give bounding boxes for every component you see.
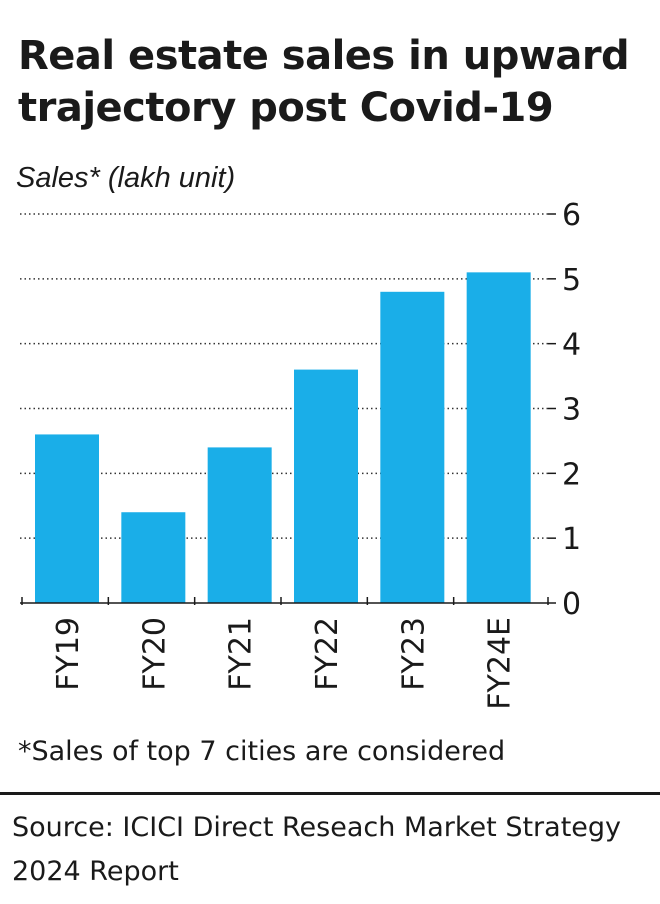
x-tick-label: FY24E (483, 617, 518, 710)
x-tick-label: FY19 (51, 617, 86, 691)
bar-fy19 (35, 434, 99, 603)
y-axis-label: Sales* (lakh unit) (16, 162, 236, 194)
x-tick-label: FY22 (310, 617, 345, 691)
y-tick-label: 5 (562, 263, 581, 298)
bar-fy24e (466, 272, 531, 603)
bar-chart: 0 1 2 3 4 5 6 FY19 FY20 FY21 FY22 FY23 FY24E (20, 198, 581, 710)
y-tick-labels: 0 1 2 3 4 5 6 (562, 198, 581, 622)
y-tick-label: 1 (562, 522, 581, 557)
chart-title: Real estate sales in upward trajectory p… (18, 33, 630, 131)
y-tick-label: 0 (562, 587, 581, 622)
bar-fy20 (121, 512, 186, 603)
bars (35, 272, 531, 603)
bar-fy22 (294, 369, 358, 603)
y-tick-label: 4 (562, 328, 581, 363)
y-tick-label: 6 (562, 198, 581, 233)
bar-fy23 (380, 291, 445, 603)
bar-fy21 (207, 447, 272, 603)
divider (0, 792, 660, 795)
y-tick-label: 3 (562, 393, 581, 428)
axes (20, 213, 556, 605)
x-tick-labels: FY19 FY20 FY21 FY22 FY23 FY24E (51, 617, 518, 710)
x-tick-label: FY20 (137, 617, 172, 691)
x-tick-label: FY21 (224, 617, 259, 691)
y-tick-label: 2 (562, 457, 581, 492)
x-tick-label: FY23 (396, 617, 431, 691)
footnote: *Sales of top 7 cities are considered (18, 736, 506, 767)
source-note: Source: ICICI Direct Reseach Market Stra… (12, 812, 622, 887)
